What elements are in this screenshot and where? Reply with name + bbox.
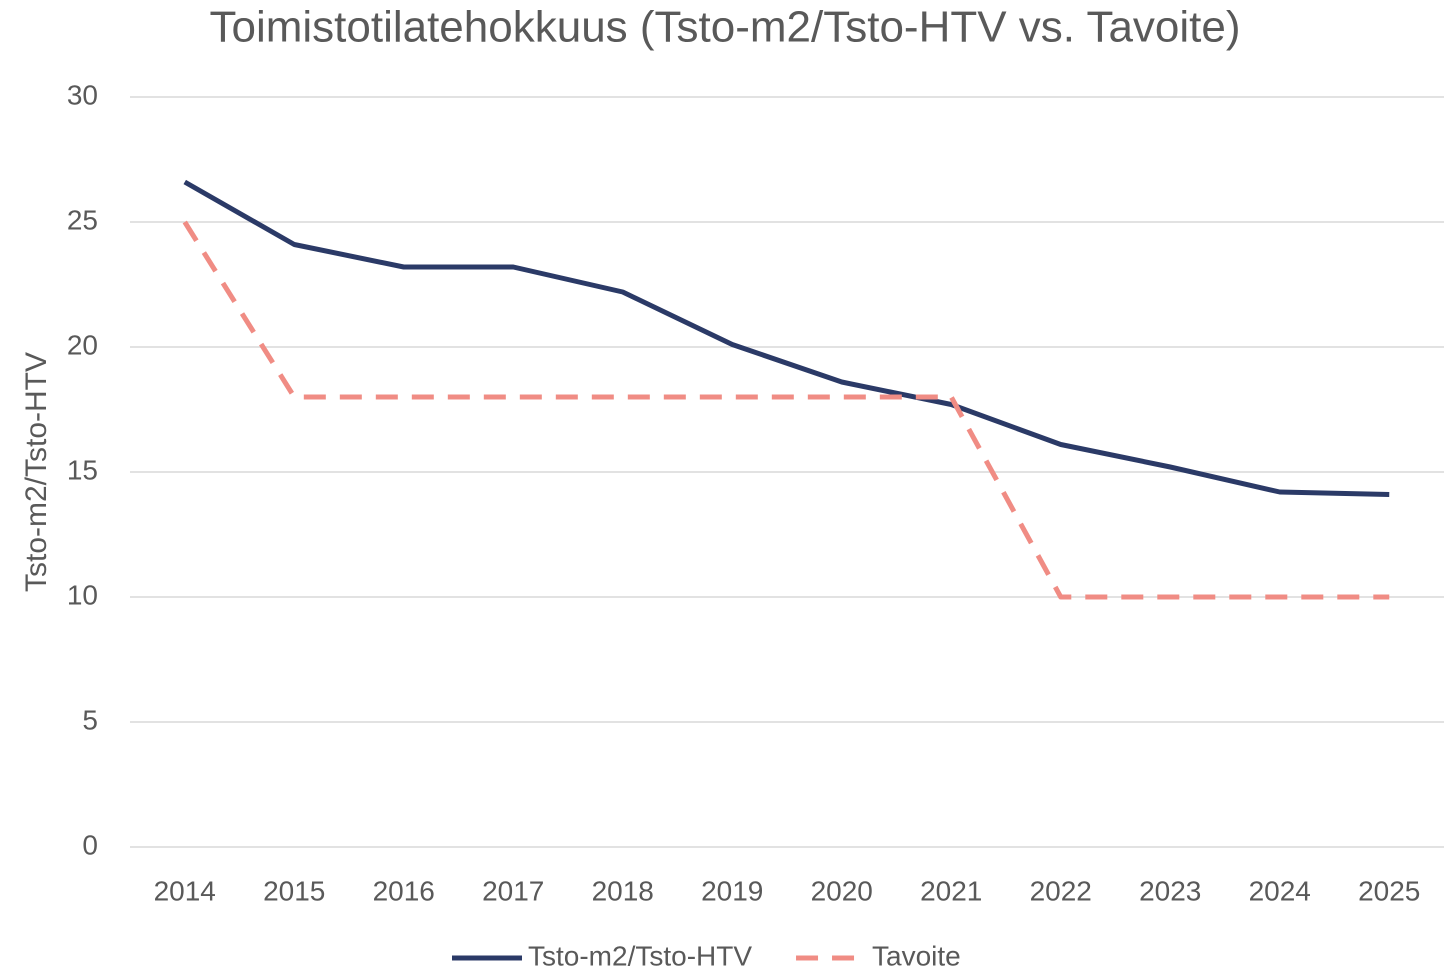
y-axis-label: Tsto-m2/Tsto-HTV (20, 352, 53, 592)
y-tick-label: 10 (67, 579, 98, 610)
x-tick-label: 2023 (1139, 875, 1201, 906)
legend-label: Tavoite (872, 940, 961, 971)
y-tick-label: 0 (82, 829, 98, 860)
y-tick-label: 15 (67, 454, 98, 485)
x-tick-label: 2024 (1249, 875, 1311, 906)
x-tick-label: 2017 (482, 875, 544, 906)
x-tick-label: 2018 (592, 875, 654, 906)
x-tick-label: 2021 (920, 875, 982, 906)
x-tick-label: 2019 (701, 875, 763, 906)
chart-title: Toimistotilatehokkuus (Tsto-m2/Tsto-HTV … (209, 3, 1240, 52)
x-tick-label: 2016 (373, 875, 435, 906)
line-series (182, 220, 1390, 600)
x-tick-label: 2020 (811, 875, 873, 906)
y-tick-label: 5 (82, 704, 98, 735)
y-tick-label: 20 (67, 329, 98, 360)
line-series (183, 179, 1390, 497)
x-tick-label: 2014 (154, 875, 216, 906)
legend-label: Tsto-m2/Tsto-HTV (528, 940, 752, 971)
y-tick-label: 25 (67, 204, 98, 235)
y-tick-label: 30 (67, 79, 98, 110)
x-tick-label: 2025 (1358, 875, 1420, 906)
x-tick-label: 2015 (263, 875, 325, 906)
x-tick-label: 2022 (1030, 875, 1092, 906)
